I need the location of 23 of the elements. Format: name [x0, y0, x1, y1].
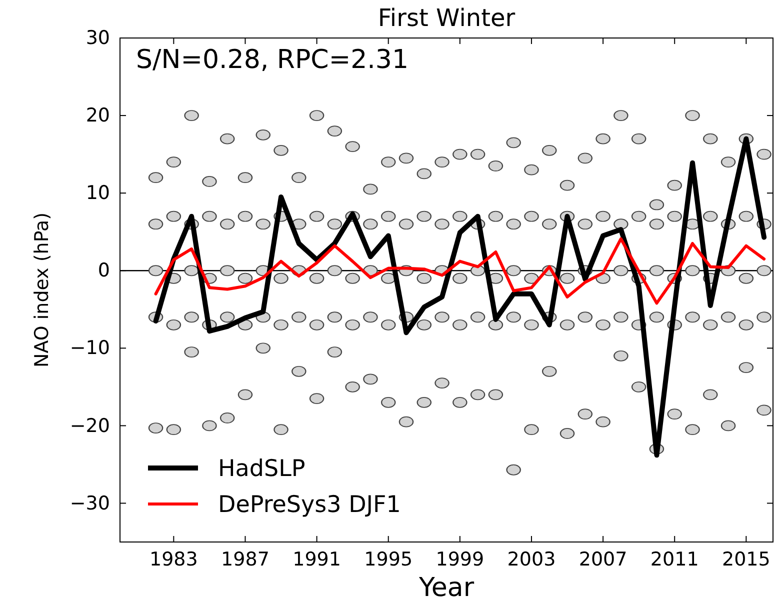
y-tick-label: 30	[86, 27, 110, 50]
y-tick-label: 0	[98, 260, 110, 282]
y-tick-label: 10	[86, 182, 110, 204]
annotation: S/N=0.28, RPC=2.31	[136, 45, 408, 75]
x-tick-label: 1999	[436, 548, 484, 570]
x-tick-label: 1987	[221, 548, 270, 570]
x-tick-label: 2003	[507, 548, 556, 570]
legend-label: DePreSys3 DJF1	[218, 492, 401, 518]
chart-title: First Winter	[378, 4, 516, 32]
line-series	[154, 237, 766, 305]
x-axis-title: Year	[418, 573, 474, 602]
x-tick-label: 1983	[149, 548, 198, 570]
x-tick-label: 1991	[292, 548, 341, 570]
legend-label: HadSLP	[218, 456, 306, 482]
y-tick-label: −20	[70, 414, 110, 437]
x-tick-label: 2007	[578, 548, 628, 570]
y-tick-label: −10	[70, 337, 110, 360]
x-tick-label: 2015	[722, 548, 770, 570]
x-tick-label: 2011	[650, 548, 699, 570]
x-tick-label: 1995	[364, 548, 413, 570]
y-tick-label: −30	[70, 492, 110, 514]
y-tick-label: 20	[86, 104, 110, 127]
y-axis-title: NAO index (hPa)	[31, 212, 53, 368]
